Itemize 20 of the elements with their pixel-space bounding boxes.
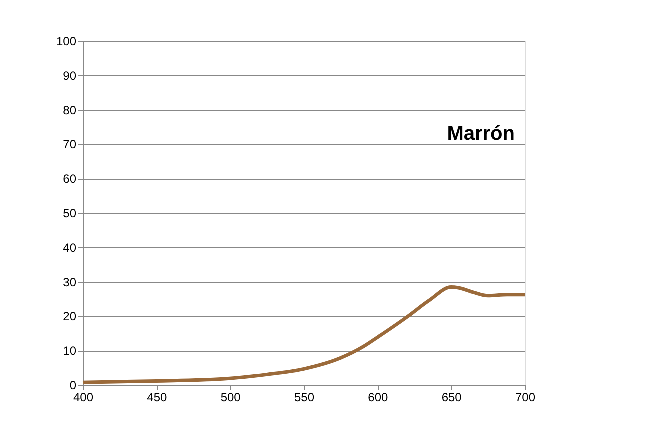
y-tick-label: 20 — [63, 310, 77, 324]
y-tick-label: 10 — [63, 344, 77, 358]
y-tick-label: 80 — [63, 103, 77, 118]
x-tick-label: 600 — [368, 390, 388, 404]
y-tick-label: 90 — [63, 68, 77, 83]
y-tick-label: 50 — [63, 206, 77, 220]
y-tick-label: 0 — [70, 378, 77, 392]
line-series — [81, 286, 527, 384]
y-tick-label: 30 — [63, 275, 77, 290]
x-tick-label: 400 — [73, 390, 94, 404]
x-tick-label: 500 — [220, 390, 242, 404]
y-tick-label: 100 — [56, 34, 77, 48]
x-tick-label: 550 — [294, 390, 315, 404]
y-tick-label: 40 — [63, 240, 77, 255]
x-tick-label: 700 — [515, 390, 536, 404]
x-tick-label: 450 — [147, 390, 168, 404]
text: Marrón — [447, 122, 515, 145]
y-tick-label: 60 — [63, 172, 77, 186]
x-tick-label: 650 — [442, 390, 462, 404]
y-tick-label: 70 — [63, 138, 77, 152]
